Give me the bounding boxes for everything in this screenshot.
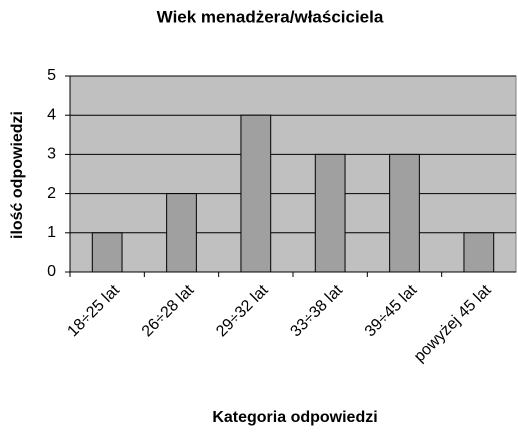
- bar: [389, 153, 420, 273]
- bar: [463, 232, 495, 273]
- y-tick-label: 0: [47, 263, 56, 280]
- bar: [91, 232, 123, 273]
- x-axis-label: Kategoria odpowiedzi: [212, 409, 377, 426]
- chart-title: Wiek menadżera/właściciela: [157, 7, 384, 26]
- y-tick-label: 3: [47, 146, 56, 163]
- y-tick-label: 1: [47, 224, 56, 241]
- bar: [314, 153, 346, 273]
- y-tick-label: 2: [47, 185, 56, 202]
- y-tick-label: 5: [47, 67, 56, 84]
- y-tick-label: 4: [47, 106, 56, 123]
- bar: [240, 114, 272, 273]
- x-tick-label: 26÷28 lat: [139, 281, 198, 340]
- x-tick-label: 29÷32 lat: [213, 281, 272, 340]
- x-tick-label: 39÷45 lat: [362, 281, 421, 340]
- x-tick-label: powyżej 45 lat: [411, 281, 495, 365]
- y-axis-label: ilość odpowiedzi: [9, 111, 26, 239]
- plot-area: [69, 75, 517, 273]
- bar: [166, 193, 197, 273]
- x-tick-label: 18÷25 lat: [64, 281, 123, 340]
- x-tick-label: 33÷38 lat: [287, 281, 346, 340]
